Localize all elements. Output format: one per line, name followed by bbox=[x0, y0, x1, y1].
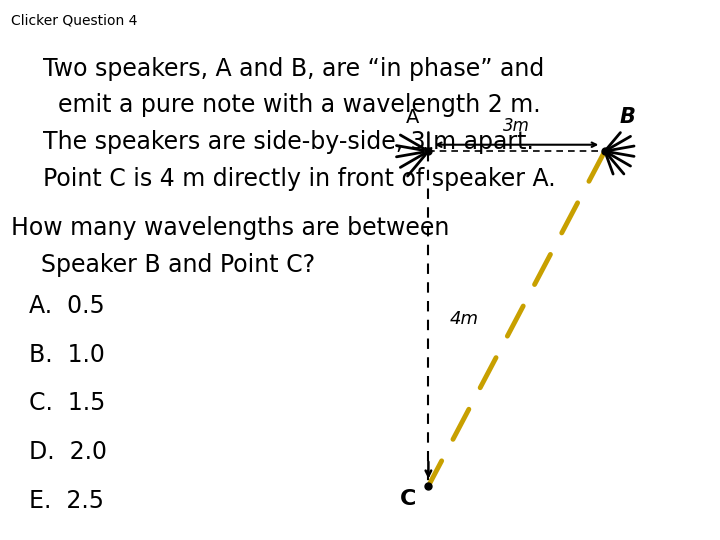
Text: A.  0.5: A. 0.5 bbox=[29, 294, 104, 318]
Text: B: B bbox=[620, 107, 636, 127]
Text: How many wavelengths are between: How many wavelengths are between bbox=[11, 216, 449, 240]
Text: D.  2.0: D. 2.0 bbox=[29, 440, 107, 464]
Text: 4m: 4m bbox=[450, 309, 479, 328]
Text: C.  1.5: C. 1.5 bbox=[29, 392, 105, 415]
Text: B.  1.0: B. 1.0 bbox=[29, 343, 104, 367]
Text: 3m: 3m bbox=[503, 117, 530, 135]
Text: C: C bbox=[400, 489, 416, 509]
Text: Clicker Question 4: Clicker Question 4 bbox=[11, 14, 138, 28]
Text: emit a pure note with a wavelength 2 m.: emit a pure note with a wavelength 2 m. bbox=[43, 93, 541, 117]
Text: The speakers are side-by-side, 3 m apart.: The speakers are side-by-side, 3 m apart… bbox=[43, 130, 534, 154]
Text: E.  2.5: E. 2.5 bbox=[29, 489, 104, 512]
Text: Two speakers, A and B, are “in phase” and: Two speakers, A and B, are “in phase” an… bbox=[43, 57, 544, 80]
Text: Speaker B and Point C?: Speaker B and Point C? bbox=[11, 253, 315, 276]
Text: Point C is 4 m directly in front of speaker A.: Point C is 4 m directly in front of spea… bbox=[43, 167, 556, 191]
Text: A: A bbox=[406, 108, 419, 127]
